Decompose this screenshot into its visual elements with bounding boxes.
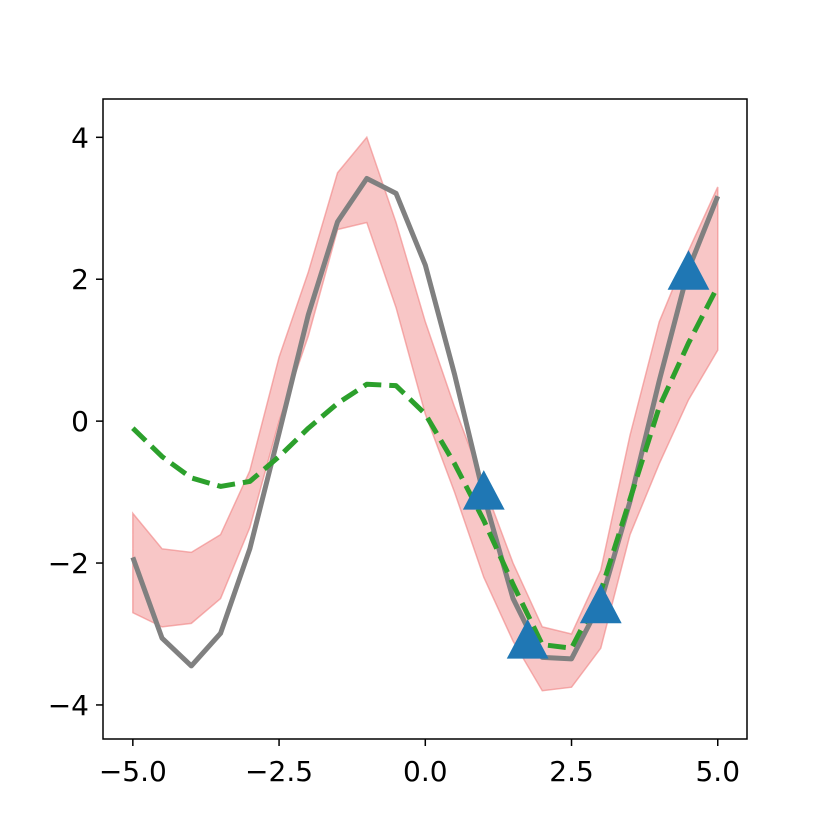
x-tick-label: 0.0 xyxy=(403,755,448,788)
triangle-marker xyxy=(462,470,505,510)
y-tick-label: −2 xyxy=(48,547,89,580)
x-tick-label: −5.0 xyxy=(99,755,167,788)
x-tick-label: −2.5 xyxy=(245,755,313,788)
x-tick-label: 2.5 xyxy=(549,755,594,788)
triangle-marker xyxy=(579,583,622,624)
triangle-marker xyxy=(506,619,549,659)
triangle-marker xyxy=(667,250,710,290)
confidence-band xyxy=(132,135,719,692)
dashed-line xyxy=(131,285,720,651)
y-tick-label: 4 xyxy=(71,121,89,154)
y-tick-label: 0 xyxy=(71,405,89,438)
x-tick-label: 5.0 xyxy=(695,755,740,788)
y-tick-label: 2 xyxy=(71,263,89,296)
y-tick-label: −4 xyxy=(48,689,89,722)
